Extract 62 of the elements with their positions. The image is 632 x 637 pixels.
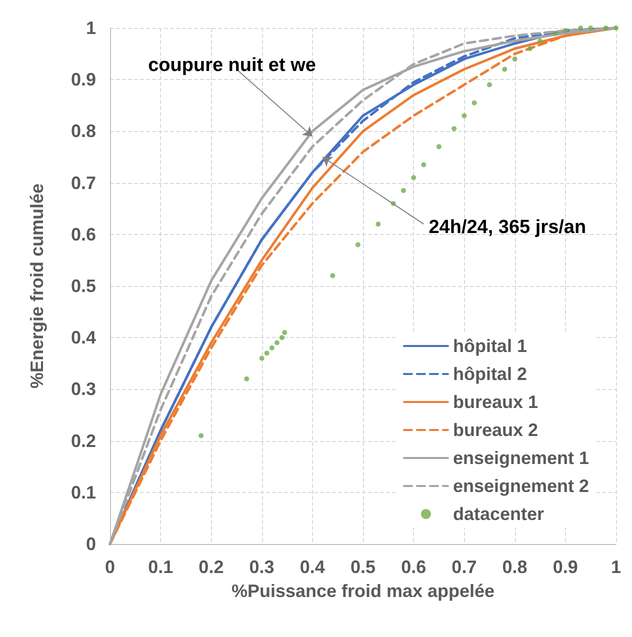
point [274,340,280,346]
point [411,175,416,180]
legend-label: bureaux 1 [452,392,538,412]
point [527,46,532,52]
y-tick-label: 1 [86,18,96,38]
x-tick-label: 1 [610,557,621,577]
point [198,433,204,438]
point [269,345,274,350]
y-tick-label: 0.3 [70,379,96,400]
point [588,26,594,30]
point [487,82,492,88]
x-axis-title: %Puissance froid max appelée [231,581,495,601]
x-tick-label: 0.1 [148,557,174,577]
y-tick-label: 0.8 [70,121,96,142]
y-tick-label: 0.1 [70,482,96,502]
x-tick-label: 0.7 [452,557,477,577]
point [552,30,558,36]
point [376,222,381,227]
point [282,330,288,335]
point [264,350,270,356]
point [472,100,477,106]
y-tick-label: 0 [86,534,96,554]
point [436,144,442,150]
x-tick-label: 0.9 [552,557,578,577]
x-tick-label: 0 [104,557,116,577]
legend-label: datacenter [452,504,544,524]
point [603,26,608,30]
y-axis-title: %Energie froid cumulée [27,183,47,389]
point [502,66,508,72]
legend-label: enseignement 2 [452,476,589,496]
legend-label: hôpital 1 [452,336,527,356]
x-tick-label: 0.2 [198,557,224,577]
annotation: 24h/24, 365 jrs/an [428,216,586,238]
point [330,273,336,278]
y-tick-label: 0.2 [70,430,96,451]
x-tick-label: 0.4 [300,557,325,577]
legend-label: enseignement 1 [452,448,589,468]
point [355,242,360,248]
y-tick-label: 0.6 [70,224,96,244]
annotation: coupure nuit et we [148,54,316,76]
y-tick-label: 0.9 [70,70,96,90]
point [462,113,467,118]
legend-label: hôpital 2 [452,364,527,384]
x-tick-label: 0.6 [401,557,426,577]
point [421,162,426,168]
point [400,188,406,194]
legend-label: bureaux 2 [452,420,538,440]
point [614,26,618,30]
point [244,376,250,382]
point [578,26,584,30]
point [538,38,543,44]
x-tick-label: 0.3 [249,557,274,577]
point [512,56,518,62]
y-tick-label: 0.7 [70,172,96,193]
point [562,28,568,34]
point [259,356,264,361]
point [452,126,457,132]
y-tick-label: 0.4 [70,328,96,348]
point [280,335,285,340]
x-tick-label: 0.5 [350,557,376,577]
x-tick-label: 0.8 [502,557,528,577]
y-tick-label: 0.5 [70,276,96,296]
